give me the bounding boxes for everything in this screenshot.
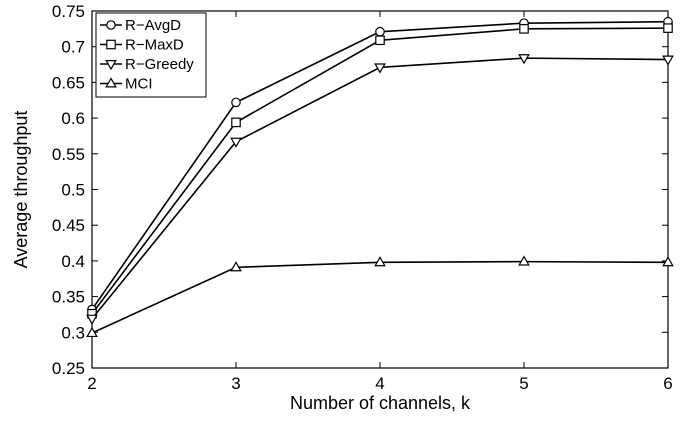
legend-marker <box>105 59 117 71</box>
legend-entry: R−Greedy <box>100 56 194 73</box>
legend-marker <box>106 20 116 30</box>
y-tick-label: 0.25 <box>52 359 85 378</box>
y-tick-label: 0.5 <box>61 181 85 200</box>
data-point <box>519 24 529 34</box>
y-tick-label: 0.3 <box>61 323 85 342</box>
x-axis-label: Number of channels, k <box>290 393 471 413</box>
series-line <box>91 260 669 334</box>
data-point <box>86 326 98 338</box>
data-point <box>230 137 242 148</box>
series-square <box>87 23 673 319</box>
series-triangle-down <box>86 54 674 325</box>
data-point <box>375 26 385 37</box>
x-tick-label: 6 <box>663 374 672 393</box>
data-point <box>662 256 674 267</box>
x-tick-label: 5 <box>519 374 528 393</box>
legend-entry: R−MaxD <box>100 37 184 54</box>
legend-label: MCI <box>125 76 153 93</box>
y-tick-label: 0.4 <box>61 252 85 271</box>
x-axis: 2 3 4 5 6 <box>87 11 673 393</box>
data-point <box>231 97 241 108</box>
legend-entry: R−AvgD <box>100 17 181 34</box>
data-point <box>231 117 241 128</box>
y-tick-label: 0.45 <box>52 216 85 235</box>
x-tick-label: 3 <box>231 374 240 393</box>
y-axis: 0.25 0.3 0.35 0.4 0.45 0.5 0.55 0.6 0.65 0.7 0.75 <box>52 2 668 378</box>
y-tick-label: 0.75 <box>52 2 85 21</box>
legend-marker <box>106 39 116 50</box>
y-axis-label: Average throughput <box>11 111 31 269</box>
y-tick-label: 0.35 <box>52 288 85 307</box>
y-tick-label: 0.6 <box>61 109 85 128</box>
data-point <box>518 255 530 266</box>
legend-marker <box>105 77 117 88</box>
data-point <box>230 261 242 272</box>
series-triangle-up <box>86 255 674 338</box>
y-tick-label: 0.65 <box>52 73 85 92</box>
data-point <box>374 63 386 74</box>
legend: R−AvgD R−MaxD R−Greedy MCI <box>95 12 207 98</box>
series-layer <box>86 16 674 338</box>
legend-label: R−AvgD <box>125 17 181 34</box>
data-point <box>662 55 674 66</box>
x-tick-label: 4 <box>375 374 384 393</box>
x-tick-label: 2 <box>87 374 96 393</box>
data-point <box>518 54 530 65</box>
legend-entry: MCI <box>100 76 153 93</box>
data-point <box>86 314 98 325</box>
y-tick-label: 0.7 <box>61 38 85 57</box>
legend-label: R−Greedy <box>125 56 194 73</box>
y-tick-label: 0.55 <box>52 145 85 164</box>
legend-label: R−MaxD <box>125 37 184 54</box>
data-point <box>375 35 385 46</box>
data-point <box>374 256 386 267</box>
data-point <box>663 23 673 33</box>
